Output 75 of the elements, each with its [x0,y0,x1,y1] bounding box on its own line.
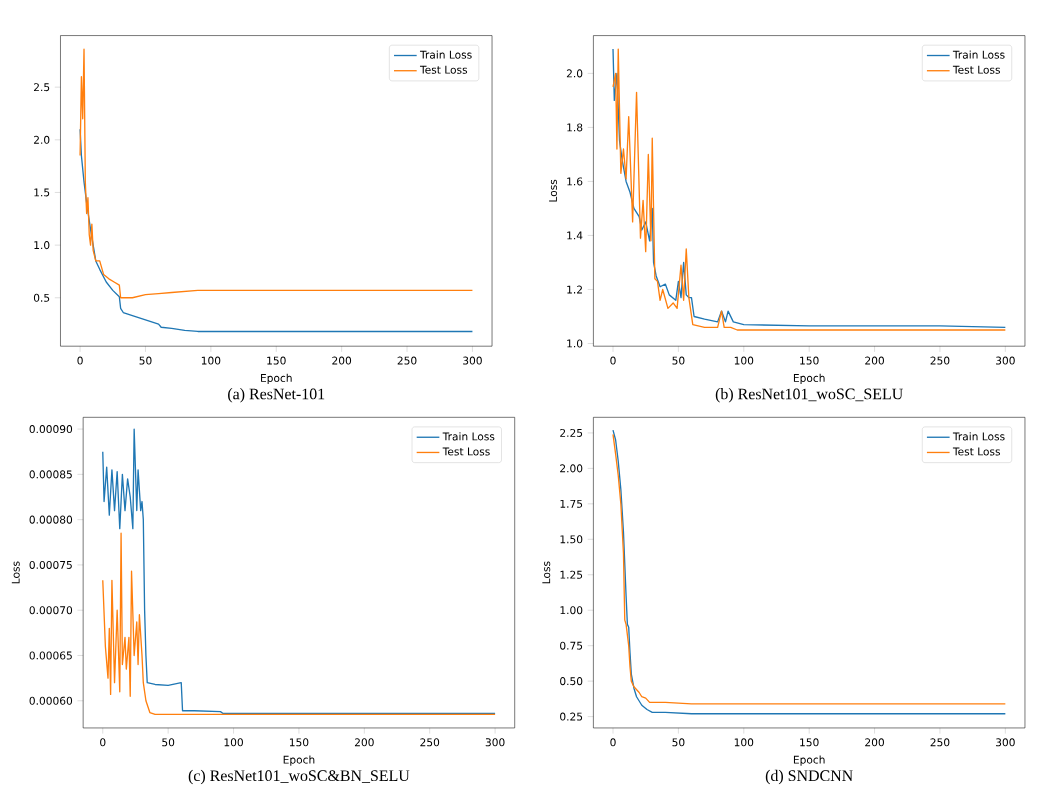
x-tick-label: 300 [463,356,482,365]
legend-label: Train Loss [952,432,1005,441]
y-tick-label: 1.25 [560,570,583,579]
y-tick-label: 1.8 [567,123,583,132]
y-tick-label: 2.0 [566,69,583,78]
x-tick-label: 300 [996,738,1015,747]
x-tick-label: 250 [930,356,950,365]
x-axis-title: Epoch [793,373,825,385]
x-tick-label: 200 [865,356,884,365]
x-tick-label: 50 [139,356,152,365]
y-tick-label: 2.25 [560,428,583,437]
y-tick-label: 0.00080 [29,515,73,524]
y-tick-label: 1.0 [567,339,583,348]
x-tick-label: 250 [420,738,440,747]
y-tick-label: 0.00060 [29,696,73,705]
y-tick-label: 0.25 [560,712,583,721]
y-tick-label: 2.00 [560,464,583,473]
x-axis-title: Epoch [793,755,825,766]
y-axis-title: Loss [542,561,551,584]
x-tick-label: 0 [610,738,616,747]
text: (d) SNDCNN [765,769,853,785]
x-tick-label: 200 [865,738,884,747]
x-tick-label: 250 [930,738,950,747]
y-tick-label: 0.00065 [29,651,72,660]
legend-label: Test Loss [419,65,468,74]
y-tick-label: 1.0 [34,241,50,250]
y-tick-label: 2.5 [33,83,50,92]
y-tick-label: 2.0 [33,135,50,144]
x-tick-label: 0 [610,356,616,365]
y-axis-title: Loss [549,179,557,202]
text: (a) ResNet-101 [228,388,325,403]
text: (c) ResNet101_woSC&BN_SELU [188,769,410,785]
y-tick-label: 1.50 [560,535,583,544]
x-axis-title: Epoch [261,373,292,385]
y-axis-title: Loss [11,561,20,584]
x-axis-title: Epoch [283,755,315,766]
x-tick-label: 150 [800,356,819,365]
x-tick-label: 200 [354,738,374,747]
x-tick-label: 150 [289,738,309,747]
y-tick-label: 0.5 [33,293,50,302]
x-tick-label: 300 [996,356,1015,365]
x-tick-label: 0 [100,738,106,747]
y-tick-label: 0.00090 [29,425,73,434]
y-tick-label: 0.50 [560,677,583,686]
x-tick-label: 50 [162,738,175,747]
y-tick-label: 0.00085 [29,470,72,479]
x-tick-label: 150 [267,356,286,365]
y-tick-label: 0.75 [560,641,583,650]
x-tick-label: 100 [734,738,754,747]
legend-label: Train Loss [442,432,495,441]
y-tick-label: 1.75 [560,499,583,508]
legend-label: Test Loss [952,65,1001,74]
x-tick-label: 100 [734,356,754,365]
y-tick-label: 0.00070 [29,606,73,615]
x-tick-label: 200 [332,356,352,365]
legend-label: Test Loss [952,447,1001,456]
y-tick-label: 1.2 [567,285,582,294]
legend-label: Test Loss [442,447,490,456]
line-series [102,532,496,716]
x-tick-label: 250 [397,356,417,365]
x-tick-label: 100 [201,356,221,365]
x-tick-label: 150 [800,738,819,747]
x-tick-label: 50 [672,356,685,365]
y-tick-label: 1.00 [560,606,583,615]
y-tick-label: 1.4 [567,231,583,240]
x-tick-label: 300 [485,738,505,747]
y-tick-label: 0.00075 [29,560,72,569]
legend-label: Train Loss [952,50,1005,59]
x-tick-label: 0 [77,356,83,365]
y-tick-label: 1.5 [34,188,50,197]
x-tick-label: 100 [224,738,243,747]
text: (b) ResNet101_woSC_SELU [715,388,903,403]
y-tick-label: 1.6 [567,177,583,186]
legend-label: Train Loss [419,50,472,59]
x-tick-label: 50 [672,738,685,747]
